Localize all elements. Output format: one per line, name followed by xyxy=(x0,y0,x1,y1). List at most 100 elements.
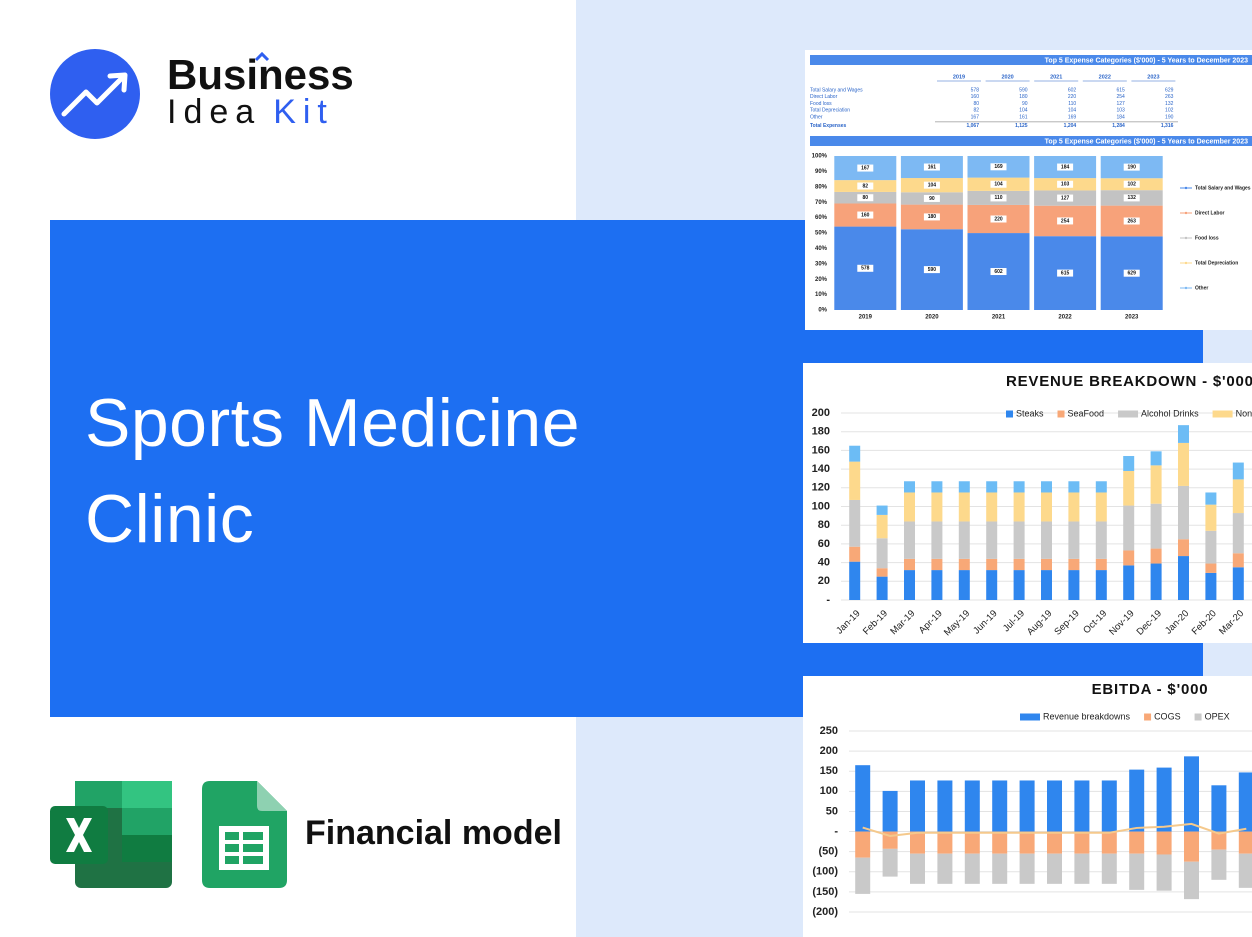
bar-segment xyxy=(958,521,970,559)
bar-segment xyxy=(849,445,861,462)
bar-segment xyxy=(904,558,915,571)
table-cell: 167 xyxy=(971,115,980,121)
bar-segment xyxy=(1156,831,1172,855)
x-tick-label: 2019 xyxy=(859,315,873,321)
y-tick-label: 10% xyxy=(815,292,828,298)
bar-segment xyxy=(931,558,943,571)
sheets-cell xyxy=(225,856,239,864)
table-cell: 90 xyxy=(1022,101,1028,107)
y-tick-label: 100 xyxy=(820,785,838,797)
legend-label: SeaFood xyxy=(1068,408,1105,418)
bar-segment xyxy=(937,831,953,854)
legend-label: Alcohol Drinks xyxy=(1141,408,1199,418)
y-tick-label: 40% xyxy=(815,246,828,252)
table-cell: 220 xyxy=(1068,94,1077,100)
brand-line1: Business xyxy=(167,51,354,98)
bar-segment xyxy=(1178,539,1189,557)
data-label-box xyxy=(1057,269,1074,277)
data-label: 103 xyxy=(1061,182,1070,188)
excel-cell xyxy=(122,781,172,808)
table-header: 2022 xyxy=(1099,74,1111,80)
y-tick-label: (200) xyxy=(812,906,838,918)
table-header: 2023 xyxy=(1147,74,1159,80)
bar-segment xyxy=(1150,563,1162,600)
bar-segment xyxy=(964,853,980,884)
bar-segment xyxy=(876,538,888,569)
y-tick-label: 120 xyxy=(812,482,830,494)
data-label: 190 xyxy=(1128,164,1137,170)
sheets-cell xyxy=(225,832,239,840)
bar-segment xyxy=(1068,481,1080,493)
data-label-box xyxy=(923,163,940,171)
y-tick-label: - xyxy=(826,594,830,606)
table-header: 2019 xyxy=(953,74,965,80)
brand-accent xyxy=(254,51,270,62)
bar-segment xyxy=(1238,853,1252,888)
bar-segment xyxy=(1205,572,1217,600)
bar-segment xyxy=(931,521,943,559)
bar-segment xyxy=(1041,492,1052,522)
legend-marker xyxy=(1144,713,1152,721)
data-label: 82 xyxy=(863,183,869,189)
y-tick-label: (150) xyxy=(812,886,838,898)
bar-segment xyxy=(882,848,898,877)
legend-label: Total Salary and Wages xyxy=(1195,185,1251,191)
bar-segment xyxy=(1074,831,1090,854)
table-cell: 190 xyxy=(1165,115,1174,121)
bar-segment xyxy=(1123,565,1135,600)
table-cell: 602 xyxy=(1068,87,1077,93)
data-label-box xyxy=(1123,180,1140,188)
table-row-label: Other xyxy=(810,115,823,121)
bar-segment xyxy=(1013,481,1025,493)
bar-segment xyxy=(849,499,861,547)
legend-marker-dot xyxy=(1184,286,1188,290)
bar-segment xyxy=(964,831,980,854)
bar-segment xyxy=(1019,831,1035,854)
bar-segment xyxy=(1013,570,1025,600)
y-tick-label: (50) xyxy=(818,846,838,858)
table-cell: 1,316 xyxy=(1161,123,1174,129)
table-cell: 132 xyxy=(1165,101,1174,107)
footer-label: Financial model xyxy=(305,814,562,852)
data-label: 110 xyxy=(994,195,1002,201)
bar-segment xyxy=(1156,767,1172,832)
bar-segment xyxy=(1019,853,1035,884)
bar-segment xyxy=(1211,849,1227,880)
data-label-box xyxy=(923,181,940,189)
bar-segment xyxy=(876,514,888,539)
bar-segment xyxy=(1041,481,1052,493)
data-label-box xyxy=(1123,194,1140,202)
bar-segment xyxy=(849,561,861,600)
y-tick-label: 140 xyxy=(812,463,830,475)
table-row-label: Direct Labor xyxy=(810,94,838,100)
bar-segment xyxy=(1232,462,1244,480)
data-label: 161 xyxy=(928,164,937,170)
table-cell: 169 xyxy=(1068,115,1077,121)
bar-segment xyxy=(1205,530,1217,564)
table-cell: 180 xyxy=(1019,94,1028,100)
y-tick-label: 60 xyxy=(818,538,830,550)
table-row-label: Total Expenses xyxy=(810,123,847,129)
table-cell: 629 xyxy=(1165,87,1174,93)
data-label: 602 xyxy=(994,269,1003,275)
bar-segment xyxy=(1123,550,1135,566)
y-tick-label: 80 xyxy=(818,519,830,531)
bar-segment xyxy=(1095,521,1107,559)
bar-segment xyxy=(1101,853,1117,884)
bar-segment xyxy=(910,853,925,884)
data-label: 102 xyxy=(1128,182,1137,188)
data-label: 615 xyxy=(1061,270,1070,276)
bar-segment xyxy=(1129,769,1145,832)
y-tick-label: 160 xyxy=(812,444,830,456)
sheets-cell xyxy=(225,844,239,852)
bar-segment xyxy=(1184,756,1199,832)
y-tick-label: 150 xyxy=(820,765,838,777)
bar-segment xyxy=(937,780,953,832)
bar-segment xyxy=(931,481,943,493)
bar-segment xyxy=(855,765,871,832)
data-label: 578 xyxy=(861,266,870,272)
y-tick-label: 80% xyxy=(815,184,828,190)
y-tick-label: 50 xyxy=(826,805,838,817)
data-label-box xyxy=(857,182,874,190)
data-label-box xyxy=(1057,217,1074,225)
